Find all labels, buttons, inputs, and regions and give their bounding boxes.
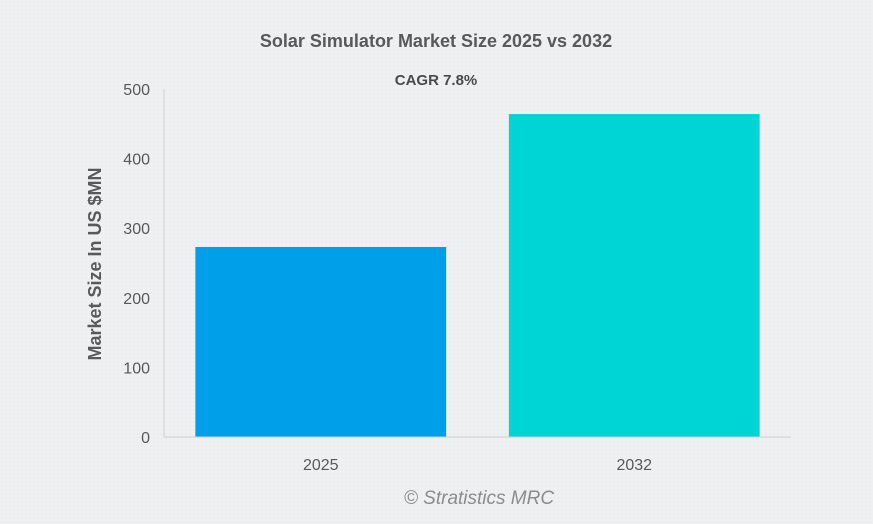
y-tick-label: 300 [123,221,150,238]
y-tick-label: 500 [123,82,150,99]
x-tick-label: 2025 [303,457,339,474]
y-tick-label: 400 [123,152,150,169]
watermark: © Stratistics MRC [404,488,554,509]
y-axis-ticks: 0 100 200 300 400 500 [123,82,150,447]
y-tick-label: 0 [141,430,150,447]
bars [195,114,760,437]
bar-2025 [195,246,447,437]
y-axis-label: Market Size In US $MN [85,167,105,360]
x-axis-ticks: 2025 2032 [303,457,652,474]
chart-subtitle: CAGR 7.8% [395,72,478,89]
bar-2032 [508,114,760,437]
x-tick-label: 2032 [616,457,652,474]
y-tick-label: 200 [123,291,150,308]
y-tick-label: 100 [123,360,150,377]
chart-title: Solar Simulator Market Size 2025 vs 2032 [260,31,612,51]
